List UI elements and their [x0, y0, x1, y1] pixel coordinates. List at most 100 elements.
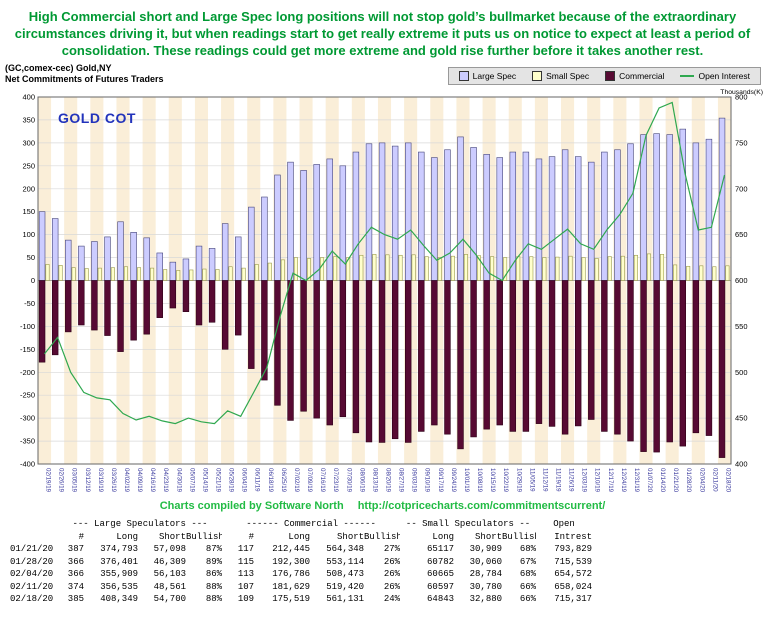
credit-url[interactable]: http://cotpricecharts.com/commitmentscur…	[357, 500, 606, 512]
table-cell: 48,561	[153, 581, 186, 592]
table-cell: 385	[67, 594, 84, 604]
table-row: 02/11/20 374 356,535 48,561 88% 107 181,629 519…	[10, 581, 592, 594]
table-cell: 508,473	[326, 569, 365, 579]
table-header-cell: Intrest	[554, 531, 593, 542]
table-cell: 86%	[205, 569, 223, 579]
table-cell: 109	[237, 594, 255, 604]
table-cell: 366	[67, 556, 84, 567]
table-cell: 65117	[427, 544, 455, 554]
svg-text:650: 650	[735, 230, 748, 239]
svg-text:-350: -350	[20, 437, 35, 446]
svg-text:07/23/19: 07/23/19	[332, 468, 339, 493]
svg-text:12/17/19: 12/17/19	[607, 468, 614, 493]
table-cell: 117	[237, 544, 255, 554]
chart-symbol: (GC,comex-cec) Gold,NY	[5, 63, 112, 73]
table-cell: 28,784	[469, 569, 503, 579]
table-header-cell: Short	[337, 531, 365, 542]
credit-line: Charts compiled by Software North http://…	[0, 500, 765, 512]
table-cell: 66%	[519, 594, 537, 604]
table-row: 02/04/20 366 355,909 56,103 86% 113 176,786 508…	[10, 568, 592, 581]
svg-text:400: 400	[22, 93, 35, 102]
svg-text:250: 250	[22, 161, 35, 170]
table-cell: 30,060	[469, 556, 503, 567]
svg-text:04/09/19: 04/09/19	[136, 468, 143, 493]
svg-text:01/21/20: 01/21/20	[672, 468, 679, 493]
table-cell: 60665	[427, 569, 455, 579]
svg-text:10/29/19: 10/29/19	[515, 468, 522, 493]
svg-text:50: 50	[27, 253, 35, 262]
svg-text:01/07/20: 01/07/20	[646, 468, 653, 493]
svg-text:-400: -400	[20, 460, 35, 469]
table-cell: 356,535	[100, 581, 138, 592]
svg-text:05/07/19: 05/07/19	[188, 468, 195, 493]
table-cell: 793,829	[554, 544, 593, 554]
table-cell: 176,786	[272, 569, 311, 579]
table-cell: 02/04/20	[10, 569, 54, 579]
table-cell: 26%	[383, 581, 401, 592]
svg-text:-100: -100	[20, 322, 35, 331]
legend-label-open-interest: Open Interest	[698, 71, 750, 81]
svg-text:03/05/19: 03/05/19	[71, 468, 78, 493]
table-cell: 658,024	[554, 581, 593, 592]
legend-label-small-spec: Small Spec	[546, 71, 590, 81]
table-header-cell	[10, 531, 58, 544]
svg-text:400: 400	[735, 460, 748, 469]
table-cell: 374,793	[100, 544, 138, 554]
svg-text:01/14/20: 01/14/20	[659, 468, 666, 493]
table-cell: 02/18/20	[10, 594, 54, 604]
svg-text:02/11/20: 02/11/20	[711, 468, 718, 492]
svg-text:0: 0	[31, 276, 35, 285]
svg-text:08/27/19: 08/27/19	[398, 468, 405, 493]
table-cell: 181,629	[272, 581, 311, 592]
svg-text:11/26/19: 11/26/19	[568, 468, 575, 492]
svg-text:12/31/19: 12/31/19	[633, 468, 640, 493]
table-cell: 387	[67, 544, 84, 554]
table-cell: 68%	[519, 569, 537, 579]
table-cell: 26%	[383, 556, 401, 567]
table-header-cell: Bullish	[502, 531, 536, 542]
svg-text:10/15/19: 10/15/19	[489, 468, 496, 493]
svg-text:10/22/19: 10/22/19	[502, 468, 509, 493]
table-cell: 553,114	[326, 556, 365, 567]
svg-text:12/03/19: 12/03/19	[581, 468, 588, 493]
table-header-cell: #	[78, 531, 84, 542]
table-cell: 30,909	[469, 544, 503, 554]
table-cell: 56,103	[153, 569, 186, 579]
svg-text:Thousands(K): Thousands(K)	[720, 89, 763, 96]
table-header-cell: Bullish	[186, 531, 223, 542]
table-cell: 66%	[519, 581, 537, 592]
table-cell: 02/11/20	[10, 581, 54, 592]
svg-text:10/08/19: 10/08/19	[476, 468, 483, 493]
svg-text:600: 600	[735, 276, 748, 285]
svg-text:800: 800	[735, 93, 748, 102]
svg-text:05/14/19: 05/14/19	[201, 468, 208, 493]
table-column-header-row: # Long Short Bullish # Long Short Bullish Long Sh…	[10, 531, 592, 544]
legend-label-commercial: Commercial	[619, 71, 665, 81]
table-header-cell: --- Large Speculators ---	[72, 519, 208, 529]
table-cell: 57,098	[153, 544, 186, 554]
chart-legend: Large Spec Small Spec Commercial Open In…	[447, 67, 761, 85]
table-cell: 60597	[427, 581, 455, 592]
table-header-cell: ------ Commercial ------	[246, 519, 376, 529]
table-cell: 68%	[519, 544, 537, 554]
svg-text:04/30/19: 04/30/19	[175, 468, 182, 493]
svg-text:550: 550	[735, 322, 748, 331]
svg-text:08/06/19: 08/06/19	[358, 468, 365, 493]
svg-text:04/16/19: 04/16/19	[149, 468, 156, 493]
svg-text:-50: -50	[24, 299, 35, 308]
legend-item-large-spec: Large Spec	[458, 71, 517, 81]
table-cell: 115	[237, 556, 255, 567]
legend-label-large-spec: Large Spec	[472, 71, 517, 81]
table-cell: 355,909	[100, 569, 138, 579]
table-cell: 376,401	[100, 556, 138, 567]
legend-item-open-interest: Open Interest	[680, 71, 750, 81]
svg-text:02/04/20: 02/04/20	[698, 468, 705, 493]
svg-text:500: 500	[735, 368, 748, 377]
table-cell: 654,572	[554, 569, 593, 579]
svg-text:06/18/19: 06/18/19	[267, 468, 274, 493]
svg-text:200: 200	[22, 184, 35, 193]
svg-text:06/25/19: 06/25/19	[280, 468, 287, 493]
svg-text:04/23/19: 04/23/19	[162, 468, 169, 493]
table-cell: 27%	[383, 544, 401, 554]
table-cell: 67%	[519, 556, 537, 567]
